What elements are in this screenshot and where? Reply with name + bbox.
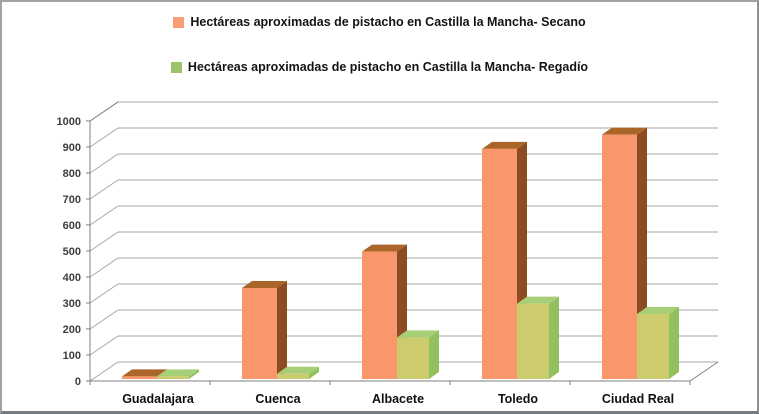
gridline-riser-500 [89,231,119,252]
y-axis-label-100: 100 [63,350,81,362]
y-axis-label-500: 500 [63,246,81,258]
gridline-riser-400 [89,257,119,278]
bar-secano-guadalajara-top [122,369,167,377]
bar-secano-cuenca [242,288,277,379]
gridline-riser-300 [89,283,119,304]
gridline-riser-200 [89,309,119,330]
bar-regadio-guadalajara-top [157,369,199,377]
bar-regadio-guadalajara-side [189,369,199,379]
bar-regadio-toledo-side [549,296,559,379]
gridline-riser-700 [89,179,119,200]
x-axis-label-ciudad-real: Ciudad Real [602,392,674,406]
x-axis-label-cuenca: Cuenca [255,392,301,406]
bar-regadio-albacete-top [397,330,439,338]
bar-secano-albacete-top [362,244,407,252]
x-axis-label-toledo: Toledo [498,392,538,406]
y-axis-label-800: 800 [63,168,81,180]
y-axis-label-400: 400 [63,272,81,284]
bar-regadio-toledo [517,303,549,379]
bar-regadio-ciudad-real-side [669,307,679,379]
y-axis-label-700: 700 [63,194,81,206]
gridline-riser-900 [89,127,119,148]
x-axis-label-guadalajara: Guadalajara [122,392,195,406]
y-axis-label-300: 300 [63,298,81,310]
bar-secano-cuenca-top [242,281,287,288]
bar-secano-ciudad-real [602,134,637,379]
wall-top-edge [89,101,119,122]
gridline-riser-0 [89,361,119,382]
bar-secano-toledo [482,148,517,379]
y-axis-label-900: 900 [63,142,81,154]
gridline-riser-800 [89,153,119,174]
gridline-riser-100 [89,335,119,356]
bar-regadio-albacete [397,337,429,379]
y-axis-label-0: 0 [75,376,81,388]
x-axis-label-albacete: Albacete [372,392,424,406]
bar-regadio-toledo-top [517,296,559,304]
bar-secano-cuenca-side [277,281,287,379]
bar-regadio-ciudad-real [637,314,669,379]
floor-right-edge [689,361,719,382]
y-axis-label-200: 200 [63,324,81,336]
bar-secano-guadalajara [122,376,157,379]
bar-secano-toledo-top [482,141,527,149]
bar-secano-ciudad-real-top [602,127,647,135]
bar-regadio-guadalajara [157,376,189,379]
y-axis-label-1000: 1000 [57,116,81,128]
bar-regadio-cuenca-side [309,366,319,379]
bar-regadio-cuenca-top [277,366,319,374]
gridline-riser-600 [89,205,119,226]
bar-regadio-albacete-side [429,330,439,379]
y-axis-label-600: 600 [63,220,81,232]
bar-regadio-ciudad-real-top [637,307,679,314]
bar-secano-albacete [362,251,397,379]
bar-regadio-cuenca [277,373,309,379]
